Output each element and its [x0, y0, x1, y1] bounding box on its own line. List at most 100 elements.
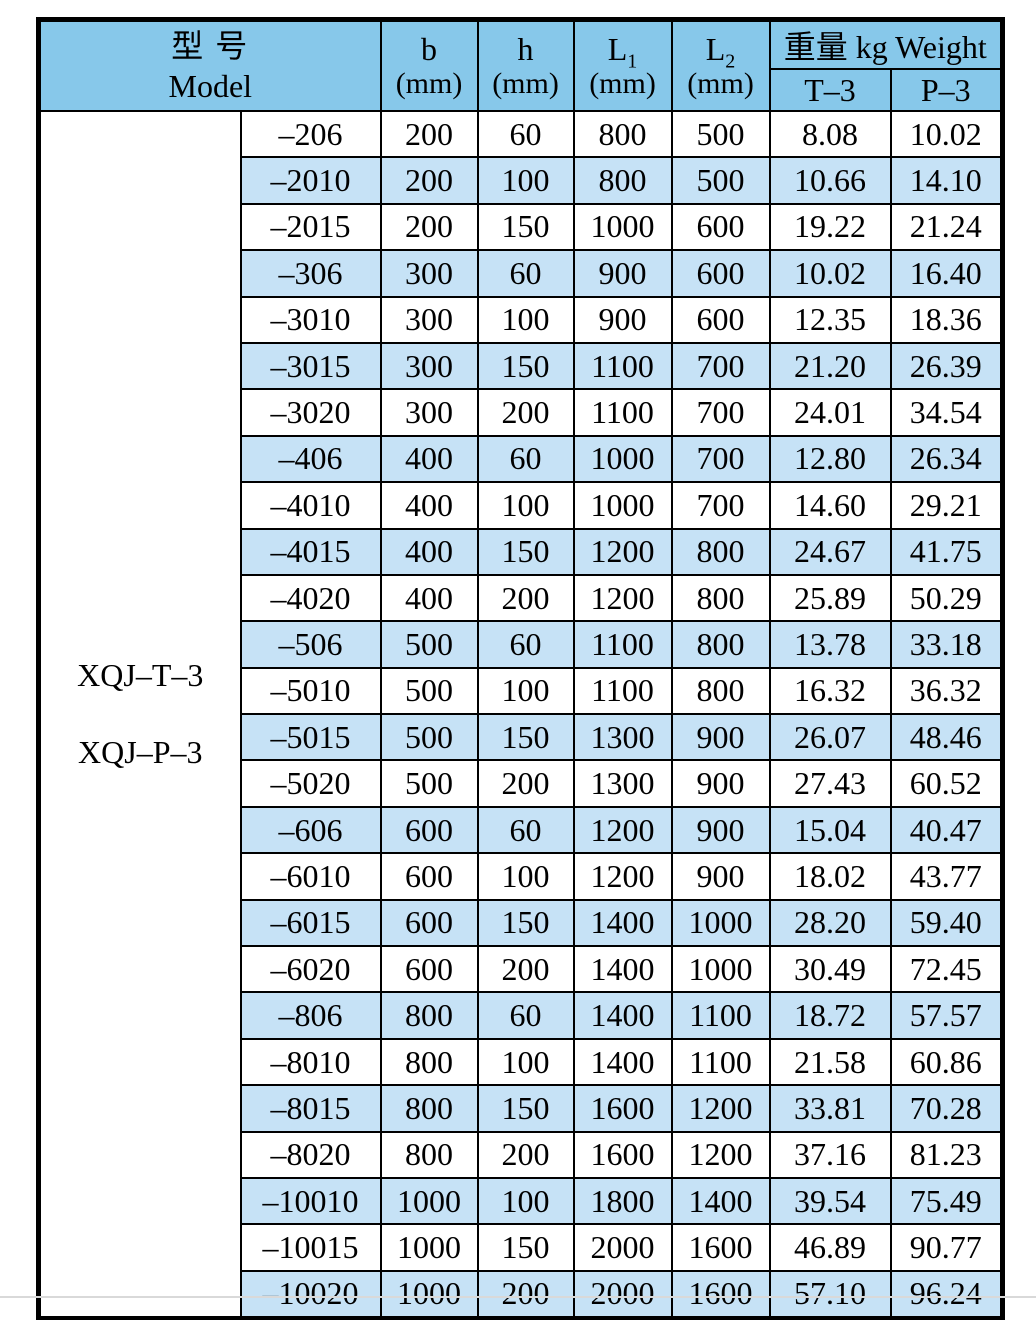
cell-model-suffix: –306 [239, 249, 382, 298]
cell-l1: 1100 [572, 666, 673, 716]
cell-h: 100 [476, 295, 575, 344]
cell-l2: 700 [670, 388, 771, 437]
cell-weight-p3: 50.29 [889, 573, 1004, 623]
cell-weight-t3: 12.80 [768, 434, 892, 484]
cell-l1: 1100 [572, 341, 673, 391]
cell-weight-t3: 57.10 [768, 1269, 892, 1320]
cell-l1: 1200 [572, 852, 673, 901]
cell-h: 200 [476, 573, 575, 623]
header-h-label: h [517, 30, 534, 67]
cell-weight-p3: 75.49 [889, 1176, 1004, 1226]
cell-b: 800 [379, 1084, 479, 1133]
cell-l1: 1800 [572, 1176, 673, 1226]
cell-model-suffix: –6010 [239, 852, 382, 901]
cell-b: 600 [379, 945, 479, 994]
cell-h: 60 [476, 109, 575, 159]
cell-model-suffix: –506 [239, 620, 382, 669]
cell-model-suffix: –10020 [239, 1269, 382, 1320]
cell-l2: 500 [670, 156, 771, 205]
header-l2-label: L [705, 30, 726, 67]
cell-l2: 900 [670, 759, 771, 808]
cell-b: 1000 [379, 1176, 479, 1226]
model-prefix-label: XQJ–T–3 [77, 657, 204, 694]
cell-l2: 800 [670, 666, 771, 716]
cell-weight-p3: 60.52 [889, 759, 1004, 808]
cell-weight-p3: 81.23 [889, 1130, 1004, 1179]
cell-b: 500 [379, 713, 479, 762]
cell-l2: 1000 [670, 898, 771, 948]
table-body: XQJ–T–3 XQJ–P–3 –206 200 60 800 500 8.08 1… [37, 109, 1004, 1320]
table-row: –6010 600 100 1200 900 18.02 43.77 [39, 852, 1004, 901]
cell-model-suffix: –2010 [239, 156, 382, 205]
cell-b: 400 [379, 527, 479, 576]
cell-weight-t3: 30.49 [768, 945, 892, 994]
cell-model-suffix: –8010 [239, 1037, 382, 1087]
header-row-top: 型 号 Model b (mm) h (mm) L1 (mm) L2 (mm [37, 18, 1004, 112]
cell-b: 400 [379, 434, 479, 484]
cell-h: 150 [476, 1084, 575, 1133]
cell-l2: 1600 [670, 1223, 771, 1272]
header-model: 型 号 Model [37, 18, 382, 112]
cell-weight-t3: 39.54 [768, 1176, 892, 1226]
cell-h: 100 [476, 852, 575, 901]
cell-weight-t3: 26.07 [768, 713, 892, 762]
table-row: –4020 400 200 1200 800 25.89 50.29 [39, 573, 1004, 623]
cell-weight-p3: 41.75 [889, 527, 1004, 576]
cell-l2: 1600 [670, 1269, 771, 1320]
cell-l2: 600 [670, 295, 771, 344]
cell-model-suffix: –3015 [239, 341, 382, 391]
cell-h: 60 [476, 991, 575, 1040]
cell-weight-t3: 12.35 [768, 295, 892, 344]
cell-l1: 1200 [572, 805, 673, 855]
cell-l2: 1200 [670, 1130, 771, 1179]
cell-model-suffix: –6015 [239, 898, 382, 948]
cell-l1: 1300 [572, 713, 673, 762]
header-l1-subscript: 1 [627, 50, 638, 73]
cell-weight-p3: 26.34 [889, 434, 1004, 484]
cell-l1: 1600 [572, 1130, 673, 1179]
cell-weight-t3: 18.02 [768, 852, 892, 901]
page-divider [0, 1296, 1036, 1298]
cell-weight-p3: 14.10 [889, 156, 1004, 205]
cell-weight-p3: 26.39 [889, 341, 1004, 391]
table-row: –10015 1000 150 2000 1600 46.89 90.77 [39, 1223, 1004, 1272]
cell-b: 400 [379, 573, 479, 623]
cell-weight-t3: 46.89 [768, 1223, 892, 1272]
cell-weight-t3: 15.04 [768, 805, 892, 855]
cell-h: 150 [476, 527, 575, 576]
header-b-label: b [421, 30, 438, 67]
table-row: –3015 300 150 1100 700 21.20 26.39 [39, 341, 1004, 391]
cell-l1: 1400 [572, 898, 673, 948]
cell-b: 600 [379, 805, 479, 855]
cell-weight-p3: 18.36 [889, 295, 1004, 344]
table-row: –8020 800 200 1600 1200 37.16 81.23 [39, 1130, 1004, 1179]
table-row: –5010 500 100 1100 800 16.32 36.32 [39, 666, 1004, 716]
cell-l1: 1600 [572, 1084, 673, 1133]
table-row: –10020 1000 200 2000 1600 57.10 96.24 [39, 1269, 1004, 1320]
cell-weight-t3: 21.58 [768, 1037, 892, 1087]
table-row: –4010 400 100 1000 700 14.60 29.21 [39, 481, 1004, 530]
cell-b: 500 [379, 759, 479, 808]
cell-l2: 700 [670, 341, 771, 391]
cell-h: 150 [476, 713, 575, 762]
cell-weight-p3: 90.77 [889, 1223, 1004, 1272]
table-row: –2010 200 100 800 500 10.66 14.10 [39, 156, 1004, 205]
header-p3: P–3 [889, 68, 1004, 112]
cell-l1: 1100 [572, 620, 673, 669]
header-weight: 重量 kg Weight [768, 18, 1004, 70]
cell-model-suffix: –10015 [239, 1223, 382, 1272]
table-row: –8010 800 100 1400 1100 21.58 60.86 [39, 1037, 1004, 1087]
cell-weight-t3: 24.01 [768, 388, 892, 437]
header-h: h (mm) [476, 18, 575, 112]
header-row-sub: T–3 P–3 [39, 68, 1004, 112]
cell-model-suffix: –606 [239, 805, 382, 855]
cell-h: 60 [476, 805, 575, 855]
header-model-en: Model [168, 68, 253, 104]
cell-l2: 700 [670, 481, 771, 530]
cell-l1: 1400 [572, 991, 673, 1040]
cell-weight-p3: 16.40 [889, 249, 1004, 298]
cell-b: 600 [379, 852, 479, 901]
cell-b: 800 [379, 1130, 479, 1179]
cell-model-suffix: –3020 [239, 388, 382, 437]
